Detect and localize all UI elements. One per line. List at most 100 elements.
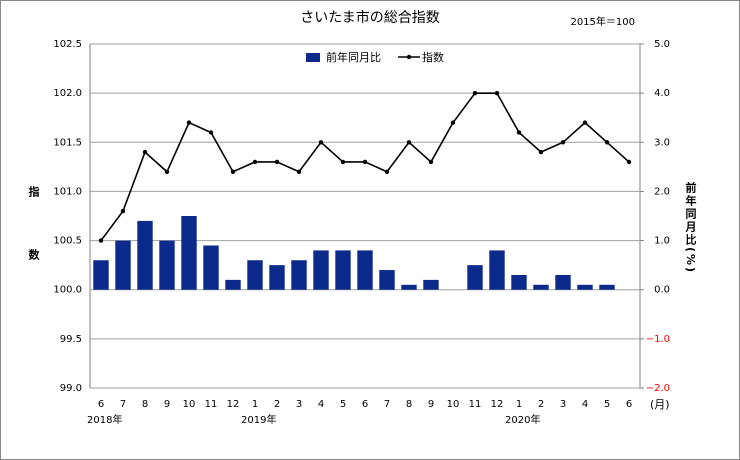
- point: [274, 159, 280, 165]
- bar: [159, 240, 175, 290]
- point: [186, 120, 192, 125]
- point: [582, 120, 588, 125]
- x-tick-label: 6: [362, 399, 368, 410]
- y-tick-label: 102.0: [53, 88, 82, 99]
- y-tick-label: 101.5: [53, 137, 82, 148]
- x-tick-label: 6: [98, 399, 104, 410]
- bar: [137, 220, 153, 290]
- x-tick-label: 1: [252, 399, 258, 410]
- x-tick-label: 8: [406, 399, 412, 410]
- point: [142, 149, 148, 155]
- x-tick-label: 9: [428, 399, 434, 410]
- bar: [401, 284, 417, 290]
- point: [384, 169, 390, 174]
- x-tick-label: 3: [560, 399, 566, 410]
- y-tick-label: 99.5: [60, 334, 82, 345]
- x-tick-label: 10: [183, 399, 196, 410]
- point: [230, 169, 236, 174]
- y2-tick-label: 1.0: [654, 236, 670, 247]
- point: [538, 149, 544, 155]
- x-tick-label: 2: [538, 399, 544, 410]
- bar: [379, 270, 395, 290]
- bar: [335, 250, 351, 290]
- point: [406, 140, 412, 145]
- bar: [225, 279, 241, 290]
- y-tick-label: 100.5: [53, 236, 82, 247]
- point: [604, 140, 610, 145]
- bar: [423, 279, 439, 290]
- y2-axis-label: 前年同月比(%): [684, 181, 698, 274]
- legend-swatch: [306, 53, 320, 62]
- point: [450, 120, 456, 125]
- x-tick-label: 5: [340, 399, 346, 410]
- x-tick-label: 6: [626, 399, 632, 410]
- point: [318, 140, 324, 145]
- plot-area: [89, 43, 641, 389]
- bar: [115, 240, 131, 290]
- x-tick-label: 8: [142, 399, 148, 410]
- x-tick-label: 5: [604, 399, 610, 410]
- year-label: 2018年: [87, 413, 122, 426]
- point: [494, 90, 500, 96]
- y2-tick-label: 2.0: [654, 186, 670, 197]
- x-tick-label: 10: [447, 399, 460, 410]
- bar: [181, 216, 197, 290]
- point: [340, 159, 346, 165]
- x-tick-label: 3: [296, 399, 302, 410]
- x-tick-label: 11: [469, 399, 482, 410]
- legend-label: 指数: [422, 50, 444, 64]
- bar: [555, 274, 571, 290]
- point: [472, 90, 478, 96]
- y2-tick-label: 5.0: [654, 39, 670, 50]
- x-tick-label: 4: [582, 399, 588, 410]
- bar: [291, 260, 307, 290]
- y-axis-label: 指数: [27, 185, 40, 312]
- bar: [203, 245, 219, 290]
- bar: [269, 265, 285, 290]
- bar: [247, 260, 263, 290]
- point: [98, 238, 104, 243]
- x-unit: (月): [650, 398, 670, 411]
- legend-swatch: [406, 54, 412, 60]
- y-tick-label: 99.0: [60, 383, 82, 394]
- bar: [599, 284, 615, 290]
- point: [252, 159, 258, 165]
- point: [516, 130, 522, 135]
- point: [362, 159, 368, 165]
- bar: [511, 274, 527, 290]
- bar: [467, 265, 483, 290]
- point: [164, 169, 170, 174]
- chart-title: さいたま市の総合指数: [300, 9, 440, 26]
- point: [428, 159, 434, 165]
- year-label: 2020年: [505, 413, 540, 426]
- point: [208, 130, 214, 135]
- bar: [577, 284, 593, 290]
- x-tick-label: 12: [227, 399, 240, 410]
- note: 2015年＝100: [570, 15, 635, 28]
- y2-tick-label: 3.0: [654, 137, 670, 148]
- x-tick-label: 7: [120, 399, 126, 410]
- y2-tick-label: −2.0: [646, 383, 670, 394]
- legend-label: 前年同月比: [326, 50, 381, 64]
- x-tick-label: 1: [516, 399, 522, 410]
- x-tick-label: 12: [491, 399, 504, 410]
- y2-tick-label: 0.0: [654, 285, 670, 296]
- y2-tick-label: −1.0: [646, 334, 670, 345]
- x-tick-label: 2: [274, 399, 280, 410]
- x-tick-label: 11: [205, 399, 218, 410]
- x-tick-label: 4: [318, 399, 324, 410]
- bar: [357, 250, 373, 290]
- point: [626, 159, 632, 165]
- point: [560, 140, 566, 145]
- y2-tick-label: 4.0: [654, 88, 670, 99]
- bar: [489, 250, 505, 290]
- x-tick-label: 9: [164, 399, 170, 410]
- bar: [93, 260, 109, 290]
- bar: [533, 284, 549, 290]
- year-label: 2019年: [241, 413, 276, 426]
- y-tick-label: 101.0: [53, 186, 82, 197]
- bar: [313, 250, 329, 290]
- x-tick-label: 7: [384, 399, 390, 410]
- y-tick-label: 102.5: [53, 39, 82, 50]
